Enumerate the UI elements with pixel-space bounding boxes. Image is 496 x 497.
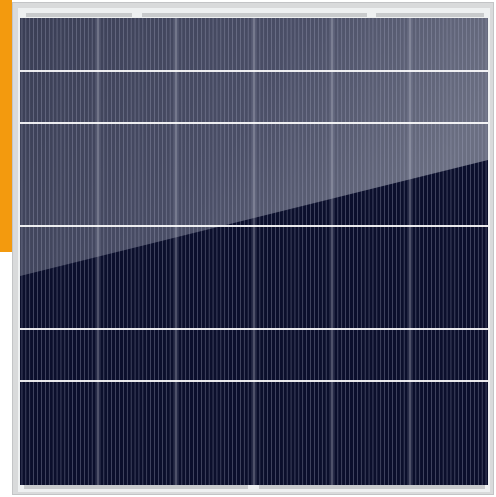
frame-top-strips bbox=[26, 13, 484, 17]
cell-fingers bbox=[21, 18, 487, 485]
frame-bottom-strips bbox=[24, 485, 485, 489]
orange-accent-bar bbox=[0, 0, 12, 252]
row-gaps bbox=[20, 70, 488, 382]
cell-area bbox=[20, 18, 488, 485]
